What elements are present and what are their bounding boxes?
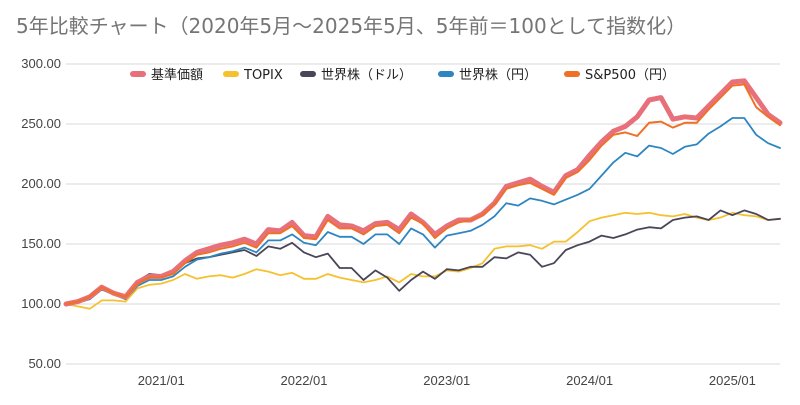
legend-swatch — [223, 71, 239, 77]
y-tick-label: 150.00 — [21, 236, 61, 251]
x-tick-label: 2024/01 — [566, 373, 613, 388]
x-tick-label: 2023/01 — [423, 373, 470, 388]
series-line — [63, 78, 783, 307]
y-tick-label: 100.00 — [21, 296, 61, 311]
legend-label: S&P500（円） — [585, 68, 675, 83]
legend-swatch — [564, 71, 580, 77]
x-tick-label: 2021/01 — [138, 373, 185, 388]
legend-label: 基準価額 — [151, 67, 203, 83]
legend-swatch — [130, 71, 146, 77]
legend-swatch — [438, 71, 454, 77]
series-line — [65, 83, 781, 305]
legend-label: TOPIX — [243, 68, 283, 83]
y-tick-label: 300.00 — [21, 56, 61, 71]
y-tick-label: 200.00 — [21, 176, 61, 191]
legend-label: 世界株（円） — [459, 68, 537, 83]
y-tick-label: 250.00 — [21, 116, 61, 131]
x-tick-label: 2025/01 — [709, 373, 756, 388]
chart-title: 5年比較チャート（2020年5月〜2025年5月、5年前＝100として指数化） — [16, 14, 687, 38]
series-line — [65, 211, 781, 310]
legend-swatch — [300, 71, 316, 77]
y-tick-label: 50.00 — [28, 356, 61, 371]
legend-label: 世界株（ドル） — [321, 68, 412, 83]
series-line — [65, 117, 781, 305]
x-tick-label: 2022/01 — [281, 373, 328, 388]
